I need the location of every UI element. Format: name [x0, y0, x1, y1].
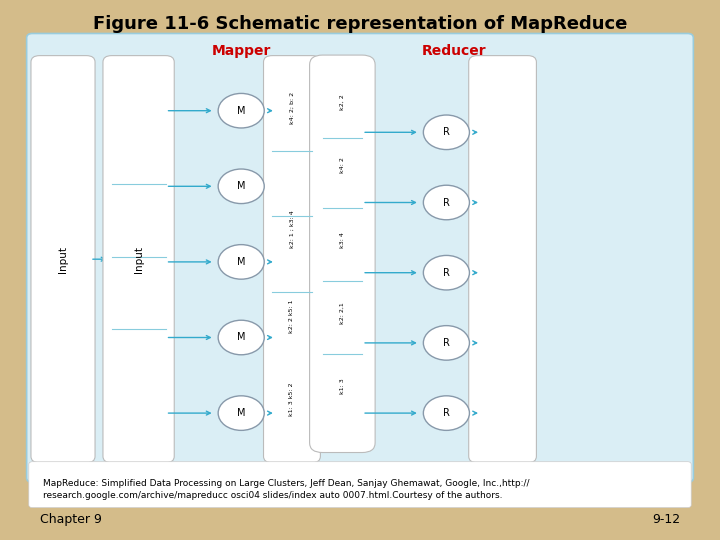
- Text: 9-12: 9-12: [652, 513, 680, 526]
- FancyBboxPatch shape: [103, 56, 174, 463]
- Circle shape: [218, 93, 264, 128]
- Circle shape: [423, 115, 469, 150]
- Text: M: M: [237, 408, 246, 418]
- Text: M: M: [237, 257, 246, 267]
- FancyBboxPatch shape: [29, 462, 691, 508]
- FancyBboxPatch shape: [469, 56, 536, 463]
- Text: R: R: [443, 268, 450, 278]
- Text: Input: Input: [58, 246, 68, 273]
- Circle shape: [218, 245, 264, 279]
- Text: k2: 2,1: k2: 2,1: [340, 302, 345, 324]
- FancyBboxPatch shape: [27, 33, 693, 482]
- Circle shape: [423, 185, 469, 220]
- Text: k1: 3 k5: 2: k1: 3 k5: 2: [289, 383, 294, 416]
- Text: k2, 2: k2, 2: [340, 94, 345, 111]
- Text: k4: 2; b: 2: k4: 2; b: 2: [289, 92, 294, 124]
- Text: Map: Map: [280, 462, 304, 472]
- Text: MapReduce: Simplified Data Processing on Large Clusters, Jeff Dean, Sanjay Ghema: MapReduce: Simplified Data Processing on…: [43, 480, 530, 488]
- Text: Chapter 9: Chapter 9: [40, 513, 102, 526]
- Circle shape: [423, 396, 469, 430]
- Text: k1: 3: k1: 3: [340, 378, 345, 394]
- Text: research.google.com/archive/mapreducc osci04 slides/index auto 0007.html.Courtes: research.google.com/archive/mapreducc os…: [43, 491, 503, 500]
- FancyBboxPatch shape: [264, 56, 320, 463]
- Text: Reduce: Reduce: [426, 462, 467, 472]
- FancyBboxPatch shape: [310, 55, 375, 453]
- Text: R: R: [443, 338, 450, 348]
- Circle shape: [218, 169, 264, 204]
- Text: M: M: [237, 181, 246, 191]
- Text: R: R: [443, 198, 450, 207]
- Circle shape: [423, 326, 469, 360]
- Text: k2: 1 ; k3: 4: k2: 1 ; k3: 4: [289, 211, 294, 248]
- Text: k3: 4: k3: 4: [340, 232, 345, 248]
- Text: M: M: [237, 106, 246, 116]
- Text: M: M: [237, 333, 246, 342]
- Text: Figure 11-6 Schematic representation of MapReduce: Figure 11-6 Schematic representation of …: [93, 15, 627, 33]
- Text: k2: 2 k5: 1: k2: 2 k5: 1: [289, 299, 294, 333]
- Text: Reducer: Reducer: [421, 44, 486, 58]
- Text: R: R: [443, 127, 450, 137]
- Text: Shuffle: Shuffle: [323, 462, 362, 472]
- Text: k4: 2: k4: 2: [340, 157, 345, 173]
- Circle shape: [218, 320, 264, 355]
- Text: Mapper: Mapper: [212, 44, 271, 58]
- Text: R: R: [443, 408, 450, 418]
- Circle shape: [218, 396, 264, 430]
- Circle shape: [423, 255, 469, 290]
- FancyBboxPatch shape: [31, 56, 95, 463]
- Text: Input: Input: [134, 246, 143, 273]
